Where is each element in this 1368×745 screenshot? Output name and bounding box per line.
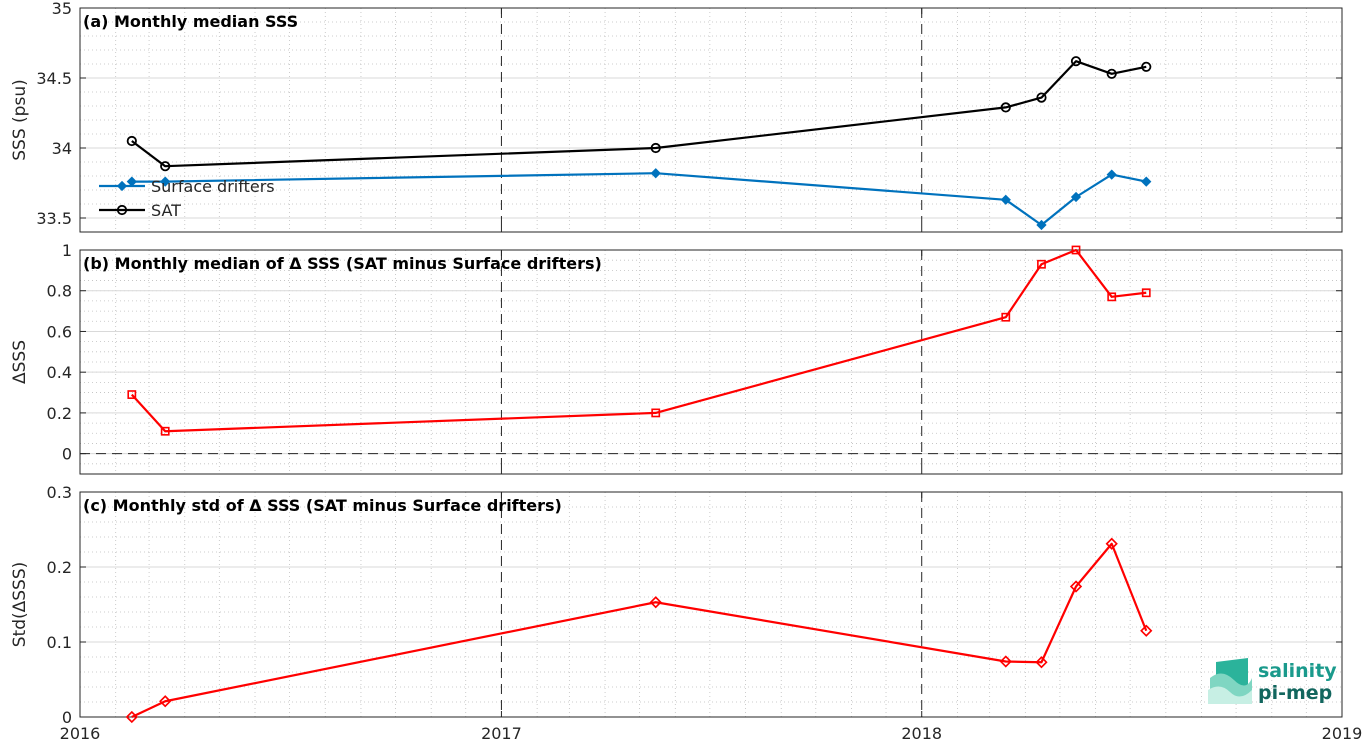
y-axis-label: SSS (psu) xyxy=(10,79,30,160)
legend-label: SAT xyxy=(151,201,181,220)
data-point xyxy=(1069,580,1083,593)
data-point xyxy=(999,655,1012,668)
plot-frame xyxy=(79,491,1343,718)
logo-text-line2: pi-mep xyxy=(1258,682,1332,704)
data-point xyxy=(160,161,171,172)
legend: Surface drifters SAT xyxy=(99,177,275,220)
y-tick-label: 1 xyxy=(62,241,72,260)
panel-3: 0 0.1 0.2 0.3 Std(ΔSSS) (c) Monthly std of Δ … xyxy=(10,483,1362,743)
y-tick-label: 35 xyxy=(52,0,72,18)
data-point xyxy=(1070,56,1082,67)
series-line xyxy=(131,542,1148,718)
y-tick-label: 0 xyxy=(62,445,72,464)
logo-text-line1: salinity xyxy=(1258,660,1337,682)
logo-wave-icon xyxy=(1208,686,1252,704)
y-tick-label: 0.8 xyxy=(47,282,72,301)
data-point xyxy=(1141,61,1152,72)
data-point xyxy=(159,695,172,708)
data-point xyxy=(1107,292,1117,302)
data-point xyxy=(1140,624,1153,637)
y-tick-label: 0.2 xyxy=(47,558,72,577)
x-tick-label: 2019 xyxy=(1322,724,1363,743)
chart-panels: 33.5 34 34.5 35 SSS (psu) (a) Monthly median … xyxy=(10,0,1362,743)
panel-2: 0 0.2 0.4 0.6 0.8 1 ΔSSS (b) Monthly median of … xyxy=(10,241,1343,475)
data-point xyxy=(1105,537,1118,550)
data-point xyxy=(1000,194,1011,205)
x-tick-label: 2017 xyxy=(481,724,522,743)
salinity-pi-mep-logo: salinity pi-mep xyxy=(1208,658,1337,704)
y-tick-label: 34.5 xyxy=(36,69,72,88)
panel-title: (b) Monthly median of Δ SSS (SAT minus S… xyxy=(83,254,602,273)
data-point xyxy=(1000,102,1011,113)
y-tick-label: 0.3 xyxy=(47,483,72,502)
data-point xyxy=(650,142,661,154)
data-point xyxy=(125,710,138,724)
data-point xyxy=(1106,68,1117,79)
data-point xyxy=(1071,245,1081,255)
data-point xyxy=(649,596,662,609)
y-tick-label: 0.4 xyxy=(47,363,72,382)
x-tick-label: 2018 xyxy=(901,724,942,743)
data-point xyxy=(650,168,661,179)
y-tick-label: 0.2 xyxy=(47,404,72,423)
data-point xyxy=(1036,219,1047,231)
data-point xyxy=(651,408,661,418)
legend-label: Surface drifters xyxy=(151,177,275,196)
y-tick-label: 0.1 xyxy=(47,633,72,652)
data-point xyxy=(1037,259,1046,269)
data-point xyxy=(160,176,171,187)
data-point xyxy=(1070,191,1082,203)
series-line xyxy=(131,248,1147,433)
data-point xyxy=(1001,312,1011,322)
y-tick-label: 33.5 xyxy=(36,209,72,228)
data-point xyxy=(1106,169,1117,180)
series-line xyxy=(131,172,1147,227)
y-tick-label: 0.6 xyxy=(47,322,72,341)
data-point xyxy=(1141,176,1152,187)
panel-title: (a) Monthly median SSS xyxy=(83,12,298,31)
plot-frame xyxy=(79,7,1343,233)
data-point xyxy=(126,135,137,147)
legend-marker xyxy=(116,204,128,216)
data-point xyxy=(127,390,137,399)
plot-frame xyxy=(79,249,1343,475)
data-point xyxy=(1035,656,1048,669)
panel-1: 33.5 34 34.5 35 SSS (psu) (a) Monthly median … xyxy=(10,0,1343,233)
y-tick-label: 34 xyxy=(52,139,72,158)
data-point xyxy=(1036,92,1047,103)
legend-marker xyxy=(116,180,128,192)
series-line xyxy=(131,60,1147,168)
y-axis-label: Std(ΔSSS) xyxy=(10,562,30,648)
y-tick-label: 0 xyxy=(62,708,72,727)
x-tick-label: 2016 xyxy=(60,724,101,743)
data-point xyxy=(1141,288,1151,298)
panel-title: (c) Monthly std of Δ SSS (SAT minus Surf… xyxy=(83,496,562,515)
y-axis-label: ΔSSS xyxy=(10,340,30,384)
data-point xyxy=(126,176,137,187)
data-point xyxy=(160,426,170,436)
